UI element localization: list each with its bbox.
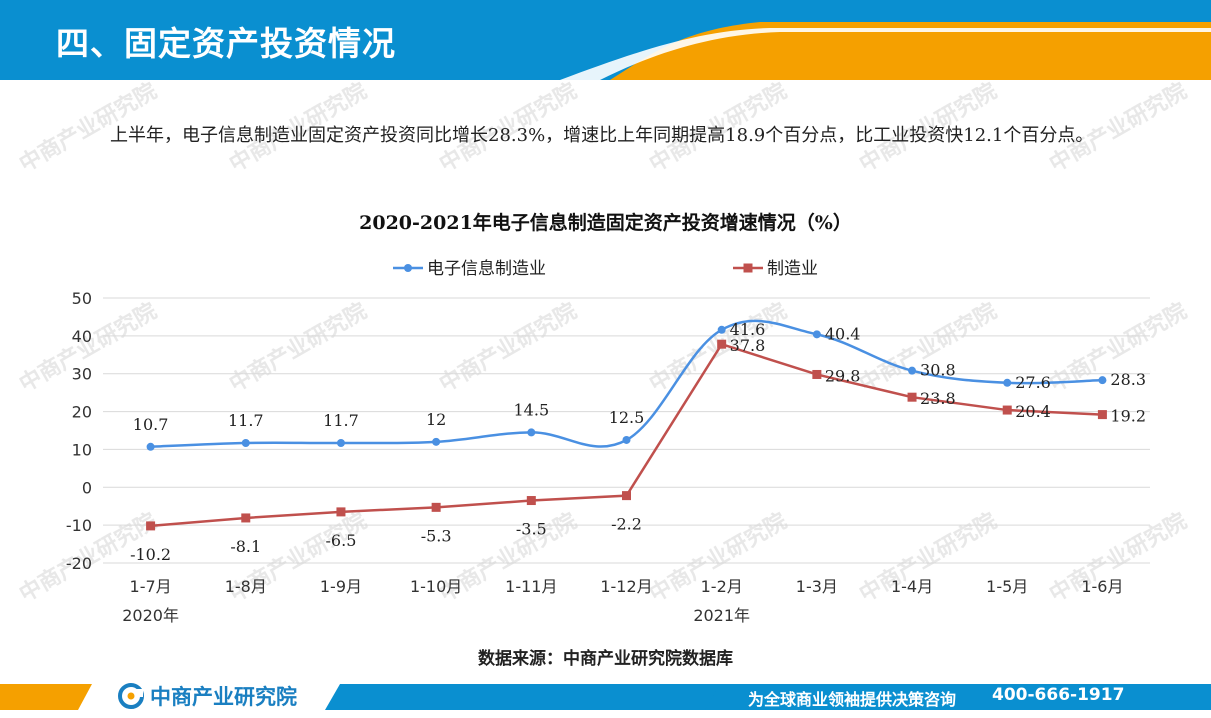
series-line — [150, 319, 1103, 449]
x-tick-label: 1-11月 — [505, 577, 557, 596]
header-bar: 四、固定资产投资情况 — [0, 0, 1211, 80]
data-point — [241, 438, 250, 447]
data-label: 20.4 — [1015, 402, 1051, 421]
y-tick-label: 20 — [72, 403, 92, 422]
data-label: -8.1 — [230, 537, 261, 556]
x-tick-label: 1-8月 — [225, 577, 267, 596]
x-tick-label: 1-2月 — [701, 577, 743, 596]
data-point — [241, 513, 251, 523]
data-point — [146, 442, 155, 451]
data-label: 41.6 — [730, 320, 766, 339]
page-title: 四、固定资产投资情况 — [56, 24, 396, 63]
y-tick-label: 40 — [72, 327, 92, 346]
data-point — [812, 369, 822, 379]
intro-paragraph: 上半年，电子信息制造业固定资产投资同比增长28.3%，增速比上年同期提高18.9… — [110, 125, 1094, 146]
data-source: 数据来源：中商产业研究院数据库 — [478, 649, 733, 669]
data-label: -6.5 — [326, 531, 357, 550]
y-tick-label: -10 — [66, 516, 92, 535]
y-tick-label: 10 — [72, 440, 92, 459]
y-tick-label: 30 — [72, 365, 92, 384]
legend-marker — [404, 264, 412, 272]
data-point — [1003, 378, 1012, 387]
legend-marker — [743, 263, 753, 273]
y-tick-label: 0 — [82, 478, 92, 497]
data-point — [432, 437, 441, 446]
data-label: 11.7 — [228, 411, 264, 430]
data-point — [717, 325, 726, 334]
data-label: 10.7 — [133, 415, 169, 434]
footer-phone: 400-666-1917 — [992, 685, 1125, 705]
footer-slogan: 为全球商业领袖提供决策咨询 — [748, 690, 957, 709]
x-tick-label: 1-7月 — [130, 577, 172, 596]
data-label: 37.8 — [730, 336, 766, 355]
data-label: 19.2 — [1110, 407, 1146, 426]
data-label: -10.2 — [130, 545, 171, 564]
x-tick-label: 1-6月 — [1081, 577, 1123, 596]
y-tick-label: -20 — [66, 554, 92, 573]
y-tick-label: 50 — [72, 289, 92, 308]
data-point — [1098, 376, 1107, 385]
footer-background — [0, 684, 1211, 710]
data-label: 27.6 — [1015, 373, 1051, 392]
data-label: 29.8 — [825, 366, 861, 385]
data-point — [1097, 410, 1107, 420]
company-logo[interactable]: 中商产业研究院 — [118, 681, 297, 711]
data-point — [146, 521, 156, 531]
data-point — [527, 428, 536, 437]
data-point — [526, 496, 536, 506]
data-label: -2.2 — [611, 515, 642, 534]
logo-text: 中商产业研究院 — [150, 685, 297, 709]
data-point — [622, 491, 631, 501]
logo-icon — [118, 683, 144, 709]
data-label: 23.8 — [920, 389, 956, 408]
data-label: 12 — [426, 410, 446, 429]
data-point — [431, 502, 441, 512]
data-label: 30.8 — [920, 361, 956, 380]
x-tick-label: 1-4月 — [891, 577, 933, 596]
data-label: 12.5 — [609, 408, 645, 427]
data-label: -5.3 — [421, 526, 452, 545]
data-point — [908, 366, 917, 375]
data-label: 28.3 — [1110, 370, 1146, 389]
x-tick-label: 1-10月 — [410, 577, 462, 596]
legend-label: 制造业 — [767, 259, 818, 279]
chart-title: 2020-2021年电子信息制造固定资产投资增速情况（%） — [359, 212, 852, 234]
data-label: -3.5 — [516, 520, 547, 539]
data-label: 40.4 — [825, 324, 861, 343]
year-label: 2020年 — [122, 606, 179, 625]
data-point — [812, 330, 821, 339]
x-tick-label: 1-5月 — [986, 577, 1028, 596]
footer-bar — [0, 680, 1211, 718]
data-label: 11.7 — [323, 411, 359, 430]
data-point — [336, 438, 345, 447]
year-label: 2021年 — [693, 606, 750, 625]
data-label: 14.5 — [514, 400, 550, 419]
header-background — [0, 0, 1211, 80]
line-chart: 50 40 30 20 10 0 -10 -20 1-7月 1-8月 1-9月 1-10月 1-11月 1… — [66, 259, 1150, 625]
x-tick-label: 1-9月 — [320, 577, 362, 596]
data-point — [717, 339, 727, 349]
x-tick-label: 1-12月 — [600, 577, 652, 596]
data-point — [622, 435, 631, 444]
legend-label: 电子信息制造业 — [427, 259, 546, 279]
data-point — [907, 392, 917, 402]
x-tick-label: 1-3月 — [796, 577, 838, 596]
data-point — [1002, 405, 1012, 415]
data-point — [336, 507, 346, 517]
